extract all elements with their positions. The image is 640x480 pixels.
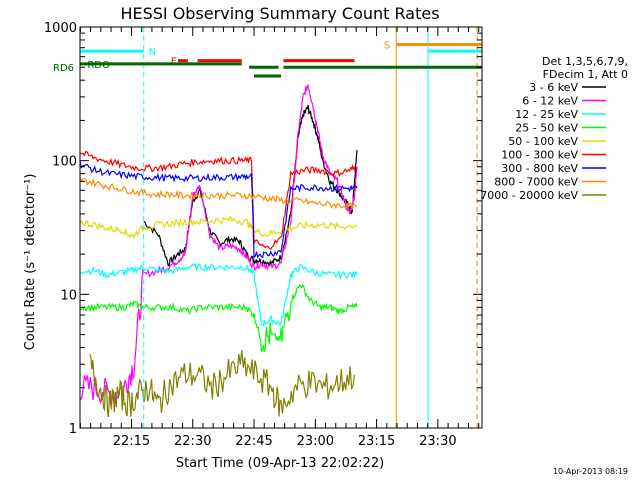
series-line-5 bbox=[79, 150, 358, 250]
x-tick-label: 23:00 bbox=[297, 434, 334, 449]
legend-entry-label: 100 - 300 keV bbox=[501, 149, 578, 162]
series-line-1 bbox=[79, 83, 358, 407]
legend-entry-label: 25 - 50 keV bbox=[515, 122, 578, 135]
series-line-2 bbox=[79, 262, 358, 328]
y-tick-label: 10 bbox=[60, 288, 77, 303]
series-line-3 bbox=[79, 284, 358, 353]
flag-label-2: S bbox=[384, 40, 390, 51]
plot-frame bbox=[79, 26, 483, 429]
series-line-4 bbox=[79, 215, 358, 239]
x-tick-label: 23:15 bbox=[358, 434, 395, 449]
legend: Det 1,3,5,6,7,9, FDecim 1, Att 0 3 - 6 k… bbox=[480, 55, 628, 202]
x-tick-label: 23:30 bbox=[419, 434, 456, 449]
legend-header-line-1: Det 1,3,5,6,7,9, bbox=[542, 55, 628, 68]
series-line-0 bbox=[143, 104, 358, 267]
legend-entry-label: 7000 - 20000 keV bbox=[480, 189, 578, 202]
flag-label-0: N bbox=[149, 47, 156, 58]
x-axis-label: Start Time (09-Apr-13 22:02:22) bbox=[176, 456, 384, 471]
legend-entry-label: 3 - 6 keV bbox=[529, 81, 578, 94]
series-line-7 bbox=[79, 177, 358, 211]
timestamp-footer: 10-Apr-2013 08:19 bbox=[553, 467, 628, 476]
series-layer bbox=[79, 83, 358, 418]
y-tick-label: 1 bbox=[69, 422, 77, 437]
chart-title: HESSI Observing Summary Count Rates bbox=[120, 4, 439, 23]
legend-header-line-2: FDecim 1, Att 0 bbox=[543, 68, 628, 81]
series-line-6 bbox=[79, 161, 358, 259]
flags-layer: N S F RDO RD6 bbox=[53, 27, 482, 428]
y-tick-label: 1000 bbox=[44, 21, 77, 36]
legend-entry-label: 300 - 800 keV bbox=[501, 162, 578, 175]
left-flag-label: RD6 bbox=[53, 63, 74, 74]
flag-label-3: F bbox=[171, 57, 177, 68]
legend-entry-label: 800 - 7000 keV bbox=[494, 176, 578, 189]
legend-entry-label: 6 - 12 keV bbox=[522, 95, 578, 108]
x-tick-label: 22:45 bbox=[235, 434, 272, 449]
flag-label-4: RDO bbox=[87, 60, 110, 71]
y-tick-label: 100 bbox=[52, 155, 77, 170]
x-tick-label: 22:15 bbox=[113, 434, 150, 449]
x-tick-label: 22:30 bbox=[174, 434, 211, 449]
series-line-8 bbox=[89, 349, 356, 418]
axes-layer: 1 10 100 1000 22:15 22:30 22:45 23:00 23:15 23:30 bbox=[44, 21, 483, 449]
legend-entry-label: 50 - 100 keV bbox=[508, 135, 578, 148]
legend-entry-label: 12 - 25 keV bbox=[515, 108, 578, 121]
y-axis-label: Count Rate (s⁻¹ detector⁻¹) bbox=[23, 174, 38, 351]
